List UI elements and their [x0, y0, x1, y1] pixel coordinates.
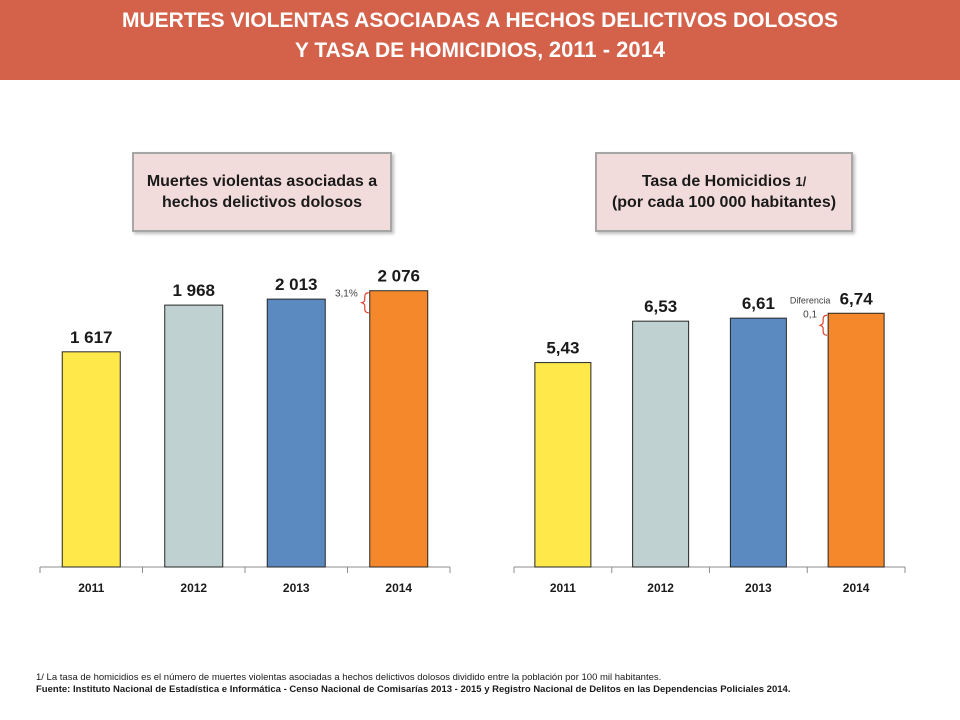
left-tick-label-2012: 2012 [180, 581, 207, 595]
right-tick-label-2012: 2012 [647, 581, 674, 595]
right-chart-title-box: Tasa de Homicidios 1/ (por cada 100 000 … [595, 152, 853, 232]
title-line-1: MUERTES VIOLENTAS ASOCIADAS A HECHOS DEL… [122, 9, 838, 32]
footnotes: 1/ La tasa de homicidios es el número de… [36, 672, 936, 696]
right-tick-label-2014: 2014 [843, 581, 870, 595]
header-banner: MUERTES VIOLENTAS ASOCIADAS A HECHOS DEL… [0, 0, 960, 80]
right-tick-label-2011: 2011 [550, 581, 576, 595]
left-difference-label: 3,1% [335, 289, 358, 300]
right-chart-title-suffix: (por cada 100 000 habitantes) [611, 194, 837, 211]
left-bar-2011 [61, 351, 121, 568]
right-difference-label: Diferencia [790, 295, 831, 305]
right-data-label-2013: 6,61 [742, 294, 775, 313]
title-line-2: Y TASA DE HOMICIDIOS, [294, 39, 549, 62]
footnote-text: 1/ La tasa de homicidios es el número de… [36, 672, 662, 683]
right-bar-2014 [827, 312, 885, 568]
left-tick-label-2014: 2014 [385, 581, 412, 595]
right-tick-label-2013: 2013 [745, 581, 772, 595]
left-difference-bracket [359, 292, 369, 314]
right-chart-title-wrap: Tasa de Homicidios 1/ (por cada 100 000 … [612, 171, 836, 213]
right-bar-2011 [534, 362, 592, 568]
right-chart-title-superscript: 1/ [795, 174, 807, 189]
left-data-label-2011: 1 617 [70, 328, 113, 347]
left-bar-2012 [164, 304, 224, 568]
source-text: Fuente: Instituto Nacional de Estadístic… [36, 684, 791, 695]
right-data-label-2011: 5,43 [546, 339, 579, 358]
page-title: MUERTES VIOLENTAS ASOCIADAS A HECHOS DEL… [0, 6, 960, 65]
left-bar-2013 [266, 298, 326, 568]
left-tick-label-2011: 2011 [78, 581, 104, 595]
left-chart-title-box: Muertes violentas asociadas a hechos del… [132, 152, 392, 232]
left-tick-label-2013: 2013 [283, 581, 310, 595]
title-years: 2011 - 2014 [548, 37, 666, 62]
left-data-label-2012: 1 968 [172, 281, 215, 300]
left-data-label-2014: 2 076 [377, 267, 420, 286]
right-difference-bracket [818, 314, 828, 336]
right-data-label-2012: 6,53 [644, 297, 677, 316]
left-bar-2014 [369, 290, 429, 568]
right-difference-value: 0,1 [803, 309, 817, 320]
right-bar-2012 [632, 320, 690, 568]
left-chart-title: Muertes violentas asociadas a hechos del… [146, 173, 378, 211]
right-chart-title: Tasa de Homicidios [641, 173, 791, 190]
left-data-label-2013: 2 013 [275, 275, 318, 294]
right-bar-2013 [729, 317, 787, 568]
right-data-label-2014: 6,74 [840, 289, 874, 308]
